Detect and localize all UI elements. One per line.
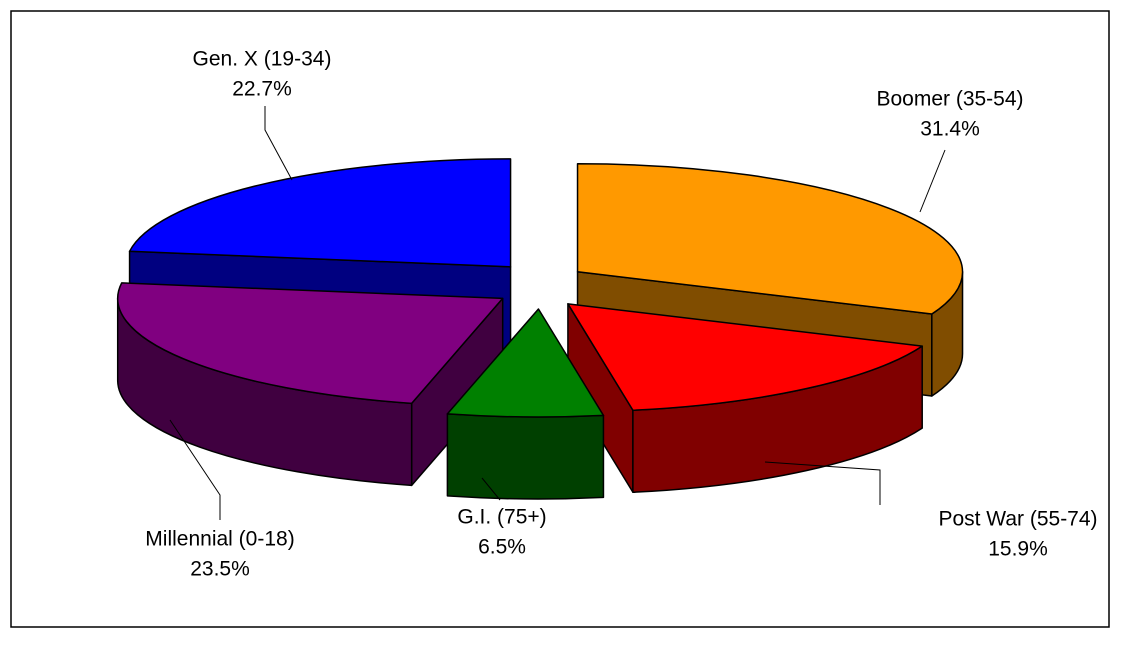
value-label: 23.5% — [190, 558, 250, 581]
slice-label: Gen. X (19-34) — [193, 48, 332, 71]
pie-slice — [116, 282, 504, 487]
slice-label: Boomer (35-54) — [876, 88, 1023, 111]
slice-top — [128, 158, 512, 268]
slice-top — [446, 308, 605, 418]
slice-outer-wall — [446, 413, 605, 500]
value-label: 15.9% — [988, 538, 1048, 561]
slice-top — [117, 282, 504, 405]
slice-top — [576, 163, 964, 315]
slice-label: Post War (55-74) — [938, 508, 1097, 531]
slice-label: Millennial (0-18) — [145, 528, 294, 551]
leader-line — [919, 149, 946, 213]
pie-slice — [446, 308, 605, 500]
slice-top — [567, 303, 923, 412]
leader-line — [264, 106, 293, 181]
leader-line — [169, 419, 221, 520]
value-label: 6.5% — [478, 536, 526, 559]
value-label: 31.4% — [920, 118, 980, 141]
pie-slice — [567, 303, 923, 494]
leader-line — [764, 461, 881, 505]
slice-label: G.I. (75+) — [457, 506, 546, 529]
value-label: 22.7% — [232, 78, 292, 101]
leader-line — [481, 477, 501, 501]
